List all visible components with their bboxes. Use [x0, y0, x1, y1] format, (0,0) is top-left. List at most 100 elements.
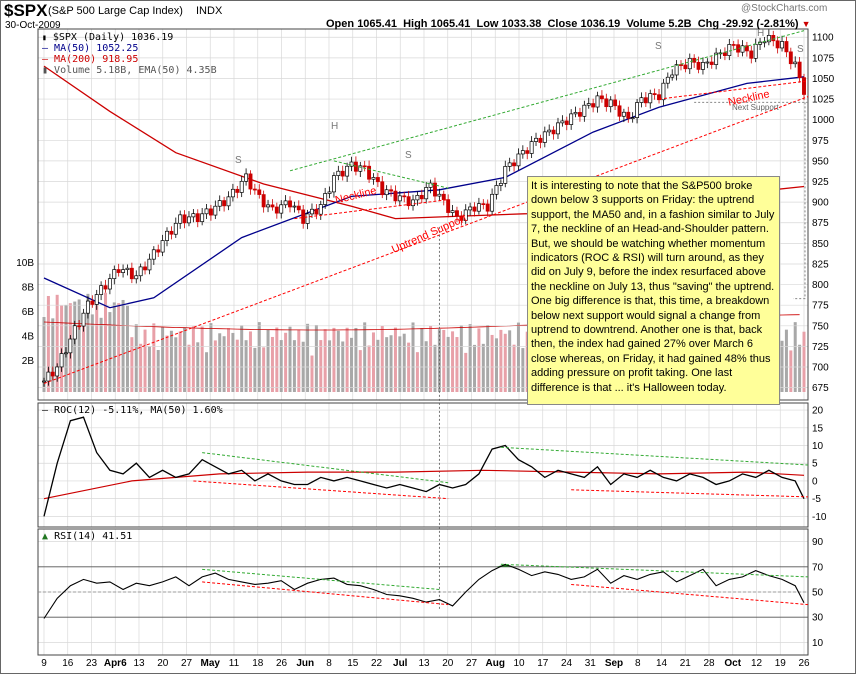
- roc-legend: — ROC(12) -5.11%, MA(50) 1.60%: [42, 405, 223, 416]
- low-value: 1033.38: [501, 18, 542, 30]
- price-tick-label: 750: [812, 321, 829, 332]
- close-label: Close: [547, 18, 578, 30]
- candle-body: [345, 165, 350, 177]
- volume-bar: [503, 333, 507, 392]
- x-tick-label: Apr6: [104, 658, 127, 669]
- candle-body: [85, 300, 90, 314]
- volume-bar: [121, 299, 125, 392]
- next-support-bracket: [793, 102, 806, 300]
- candle-body: [621, 111, 626, 117]
- candle-body: [191, 213, 196, 218]
- x-tick-label: 27: [466, 658, 478, 669]
- volume-bar: [512, 344, 516, 392]
- candle-body: [560, 120, 565, 124]
- candle-body: [802, 77, 806, 95]
- volume-bar: [156, 349, 160, 392]
- volume-bar: [240, 325, 244, 392]
- candle-body: [252, 188, 257, 191]
- candle-body: [424, 187, 429, 200]
- candle-body: [705, 61, 710, 64]
- x-tick-label: Oct: [724, 658, 741, 669]
- rsi-upper-trend-2: [500, 563, 809, 578]
- candle-body: [542, 131, 547, 143]
- close-value: 1036.19: [580, 18, 621, 30]
- candle-body: [134, 275, 139, 280]
- volume-bar: [205, 352, 209, 392]
- candle-body: [538, 137, 543, 143]
- candle-body: [99, 285, 104, 295]
- candle-body: [626, 111, 631, 119]
- volume-bar: [82, 314, 86, 392]
- candle-body: [270, 204, 275, 208]
- candle-body: [529, 141, 534, 154]
- candle-body: [64, 352, 68, 355]
- candle-body: [257, 189, 262, 195]
- x-tick-label: 26: [276, 658, 288, 669]
- x-tick-label: 21: [680, 658, 692, 669]
- high-value: 1065.41: [430, 18, 471, 30]
- volume-bar: [350, 337, 354, 392]
- volume-bar: [780, 340, 784, 392]
- volume-bar: [130, 337, 134, 392]
- price-tick-label: 900: [812, 198, 829, 209]
- volume-bar: [477, 328, 481, 392]
- volume-bar: [248, 331, 252, 392]
- volume-bar: [262, 347, 266, 392]
- volume-bar: [139, 343, 143, 392]
- candle-body: [520, 150, 525, 155]
- candle-body: [165, 230, 169, 241]
- candle-body: [775, 40, 780, 49]
- candle-body: [701, 62, 705, 70]
- neckline-oct: [658, 80, 809, 100]
- volume-bar: [314, 324, 318, 392]
- candle-body: [125, 267, 130, 271]
- rsi-tick-label: 10: [812, 638, 824, 649]
- candle-body: [441, 193, 446, 200]
- candle-body: [722, 52, 727, 56]
- candle-body: [72, 325, 77, 340]
- price-tick-label: 1100: [812, 33, 834, 44]
- volume-bar: [336, 330, 340, 392]
- volume-bar: [275, 327, 279, 392]
- price-tick-label: 1000: [812, 115, 835, 126]
- volume-legend: ▮ Volume 5.18B, EMA(50) 4.35B: [42, 65, 217, 76]
- candle-body: [490, 193, 495, 212]
- volume-bar: [73, 301, 77, 392]
- candle-body: [411, 199, 415, 207]
- candle-body: [709, 61, 714, 65]
- candle-body: [639, 97, 644, 103]
- head-label-1: H: [331, 121, 339, 132]
- x-tick-label: 20: [442, 658, 454, 669]
- x-tick-label: 9: [41, 658, 47, 669]
- volume-bar: [516, 322, 520, 392]
- volume-bar: [222, 336, 226, 392]
- volume-bar: [323, 329, 327, 392]
- candle-body: [731, 44, 736, 46]
- next-support-label: Next Support: [732, 103, 779, 112]
- price-tick-label: 850: [812, 239, 829, 250]
- volume-bar: [165, 335, 169, 392]
- roc-tick-label: -10: [812, 512, 827, 523]
- candle-body: [50, 371, 55, 377]
- roc-tick-label: 20: [812, 406, 824, 417]
- candle-body: [564, 120, 569, 125]
- price-tick-label: 975: [812, 136, 829, 147]
- candle-body: [314, 208, 319, 215]
- candle-body: [679, 64, 683, 66]
- volume-bar: [235, 339, 239, 392]
- roc-tick-label: 15: [812, 423, 824, 434]
- volume-bar: [345, 327, 349, 392]
- volume-bar: [42, 317, 46, 392]
- price-tick-label: 950: [812, 156, 829, 167]
- candle-body: [358, 165, 363, 172]
- volume-bar: [442, 329, 446, 392]
- volume-bar: [415, 352, 419, 392]
- x-tick-label: 13: [418, 658, 430, 669]
- price-tick-label: 725: [812, 342, 829, 353]
- volume-tick-label: 8B: [22, 283, 35, 294]
- upper-channel-line: [289, 30, 805, 172]
- candle-body: [340, 170, 345, 177]
- candle-body: [744, 45, 749, 52]
- volume-bar: [231, 332, 235, 392]
- high-label: High: [403, 18, 428, 30]
